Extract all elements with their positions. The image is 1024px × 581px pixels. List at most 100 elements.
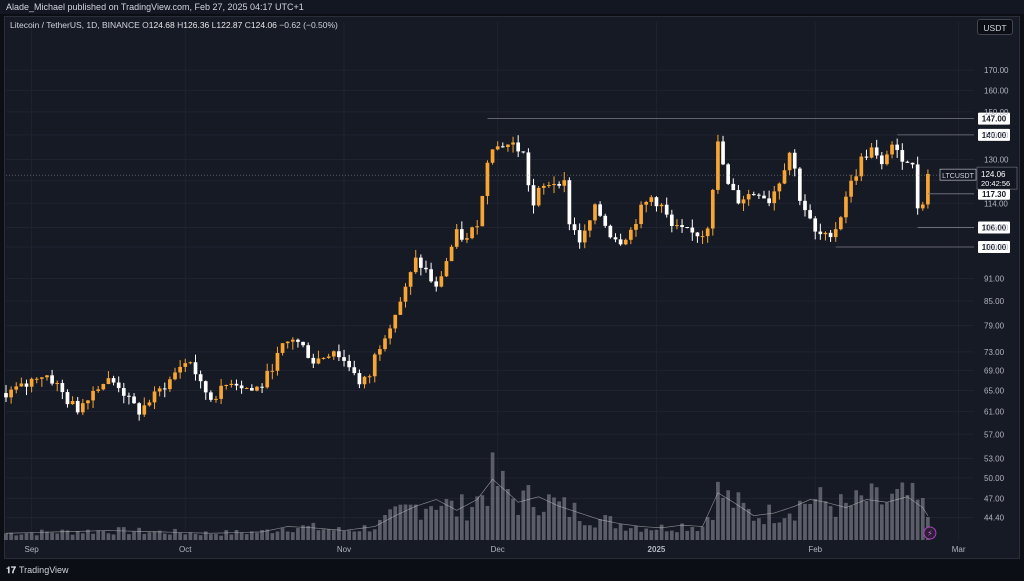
volume-bar xyxy=(9,532,13,540)
candle-body xyxy=(849,180,853,197)
tradingview-logo[interactable]: 𝟏𝟕 TradingView xyxy=(6,565,69,576)
candle-body xyxy=(598,204,602,216)
y-tick-label: 53.00 xyxy=(984,454,1005,463)
candle-body xyxy=(372,354,377,377)
volume-bar xyxy=(162,533,167,540)
volume-bar xyxy=(562,497,567,540)
candle-body xyxy=(383,338,387,350)
volume-bar xyxy=(495,485,500,540)
volume-bar xyxy=(547,494,551,540)
candle-body xyxy=(500,146,505,148)
volume-bar xyxy=(4,533,8,540)
volume-bar xyxy=(352,531,357,540)
close-value: 124.06 xyxy=(250,20,277,30)
candle-body xyxy=(337,351,341,358)
candle-body xyxy=(249,388,254,391)
candle-body xyxy=(521,151,526,153)
chart-frame[interactable] xyxy=(4,16,1020,559)
volume-bar xyxy=(147,532,152,540)
candle-body xyxy=(214,398,218,400)
price-axis[interactable]: 44.40 47.00 50.00 53.00 57.00 61.00 65.00 69.00… xyxy=(984,66,1009,522)
candle-body xyxy=(142,405,147,415)
candle-body xyxy=(890,144,894,155)
volume-bar xyxy=(152,531,157,540)
volume-bar xyxy=(239,532,244,540)
level-label: 147.00 xyxy=(982,115,1007,124)
volume-bar xyxy=(526,485,531,540)
candle-body xyxy=(634,224,638,230)
volume-bar xyxy=(19,534,24,540)
high-label: H xyxy=(177,20,184,30)
candle-body xyxy=(260,386,264,388)
volume-bar xyxy=(280,528,285,540)
candle-body xyxy=(127,395,131,397)
candle-body xyxy=(244,388,249,390)
candle-body xyxy=(746,194,751,200)
candle-body xyxy=(106,378,111,384)
high-value: 126.36 xyxy=(183,20,210,30)
candle-body xyxy=(664,204,669,215)
candle-body xyxy=(55,383,60,385)
candle-body xyxy=(116,382,121,389)
candle-body xyxy=(14,386,19,390)
candle-body xyxy=(915,164,920,209)
candle-body xyxy=(562,180,567,186)
volume-bar xyxy=(685,530,690,540)
volume-bar xyxy=(249,531,254,540)
candle-body xyxy=(137,403,142,415)
candle-body xyxy=(378,349,382,355)
candle-body xyxy=(803,200,807,211)
candle-body xyxy=(900,150,905,162)
volume-bar xyxy=(690,527,695,540)
candle-body xyxy=(511,142,515,145)
candle-body xyxy=(198,374,203,382)
volume-bar xyxy=(449,500,454,540)
candle-body xyxy=(65,392,70,405)
candle-body xyxy=(700,236,705,238)
candle-body xyxy=(449,246,454,262)
candle-body xyxy=(798,168,802,201)
volume-bar xyxy=(260,530,264,540)
level-label: 106.00 xyxy=(982,224,1007,233)
volume-bar xyxy=(736,492,741,540)
volume-bar xyxy=(372,529,377,540)
candle-body xyxy=(434,281,439,287)
candle-body xyxy=(854,176,859,181)
y-tick-label: 170.00 xyxy=(984,66,1009,75)
volume-bar xyxy=(915,499,920,540)
currency-button[interactable]: USDT xyxy=(977,19,1013,35)
volume-bar xyxy=(419,519,423,540)
candle-body xyxy=(782,170,787,184)
volume-bar xyxy=(173,528,177,540)
volume-bar xyxy=(577,521,582,540)
footer xyxy=(0,560,1024,581)
volume-bar xyxy=(45,531,49,540)
candle-body xyxy=(654,197,659,207)
volume-bar xyxy=(203,531,208,540)
candle-body xyxy=(490,149,495,163)
candle-body xyxy=(311,357,316,364)
y-tick-label: 114.00 xyxy=(984,199,1008,208)
volume-bar xyxy=(823,501,828,540)
candle-body xyxy=(290,339,295,342)
volume-bars xyxy=(4,452,930,540)
volume-bar xyxy=(485,505,490,540)
candle-body xyxy=(808,210,812,219)
y-tick-label: 47.00 xyxy=(984,495,1005,504)
candle-body xyxy=(152,391,157,403)
volume-bar xyxy=(270,533,275,540)
candle-body xyxy=(362,376,367,385)
time-axis[interactable]: Sep Oct Nov Dec 2025 Feb Mar xyxy=(24,545,965,554)
candle-body xyxy=(506,144,510,147)
level-tag xyxy=(978,187,1010,200)
volume-bar xyxy=(188,532,193,540)
volume-bar xyxy=(311,522,316,540)
volume-bar xyxy=(787,513,792,540)
level-label: 117.30 xyxy=(982,190,1007,199)
volume-bar xyxy=(910,482,915,540)
candle-body xyxy=(833,229,838,238)
candle-body xyxy=(331,351,336,357)
candle-body xyxy=(721,141,725,165)
volume-bar xyxy=(301,525,305,540)
